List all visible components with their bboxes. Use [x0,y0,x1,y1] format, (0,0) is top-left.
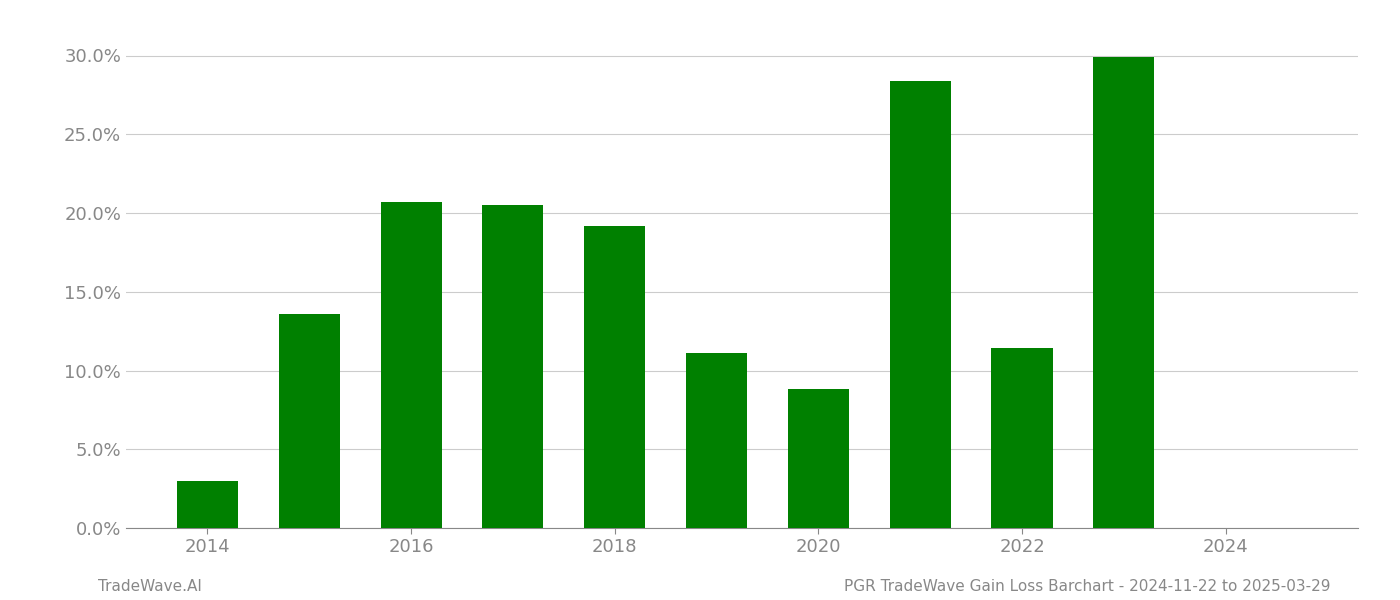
Text: PGR TradeWave Gain Loss Barchart - 2024-11-22 to 2025-03-29: PGR TradeWave Gain Loss Barchart - 2024-… [843,579,1330,594]
Bar [889,81,951,528]
Bar [584,226,645,528]
Bar [1093,57,1155,528]
Text: TradeWave.AI: TradeWave.AI [98,579,202,594]
Bar [788,389,848,528]
Bar [991,349,1053,528]
Bar [483,205,543,528]
Bar [381,202,441,528]
Bar [686,353,748,528]
Bar [279,314,340,528]
Bar [176,481,238,528]
